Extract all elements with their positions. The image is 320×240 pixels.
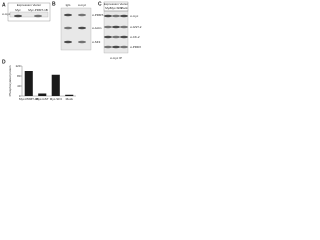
band bbox=[104, 45, 112, 49]
row-label: α-CK-2 bbox=[130, 35, 140, 39]
column-label: Myc-PRMT-1B bbox=[28, 8, 48, 12]
band bbox=[64, 40, 72, 44]
x-tick-label: Myc-PRMT-1B bbox=[19, 97, 39, 101]
bar bbox=[38, 93, 47, 96]
band bbox=[64, 26, 72, 30]
row-label: α-GST-2 bbox=[130, 25, 142, 29]
band bbox=[120, 45, 128, 49]
row-label: α-myc bbox=[2, 12, 11, 16]
row-label: α-PRDX bbox=[130, 45, 141, 49]
band bbox=[120, 35, 128, 39]
column-label: IgG bbox=[66, 3, 72, 7]
row-label: α-Actin bbox=[92, 26, 102, 30]
band bbox=[112, 14, 120, 18]
column-label: Mock bbox=[120, 6, 128, 10]
y-tick-label: 80 bbox=[17, 74, 21, 78]
y-tick-label: 0 bbox=[19, 94, 21, 98]
column-label: Myc-SF3 bbox=[110, 6, 122, 10]
row-label: α-SF3 bbox=[92, 40, 101, 44]
band bbox=[78, 40, 86, 44]
band bbox=[112, 35, 120, 39]
blot bbox=[9, 11, 49, 18]
band bbox=[14, 14, 22, 18]
y-axis-label: Phosphorylated protein bbox=[8, 65, 12, 96]
panel-letter: C bbox=[98, 1, 102, 7]
band bbox=[78, 13, 86, 17]
y-tick-label: 120 bbox=[15, 64, 20, 68]
band bbox=[112, 45, 120, 49]
bar bbox=[65, 94, 74, 96]
bar bbox=[51, 74, 60, 96]
header-box bbox=[7, 2, 51, 22]
panel-header: Expression Vector bbox=[104, 2, 128, 6]
column-label: α-myc bbox=[78, 3, 87, 7]
band bbox=[120, 14, 128, 18]
band bbox=[78, 26, 86, 30]
bar bbox=[24, 71, 33, 96]
panel-letter: D bbox=[2, 59, 6, 65]
y-tick-label: 40 bbox=[17, 84, 21, 88]
x-tick-label: Myc-SF3 bbox=[50, 97, 62, 101]
row-label: α-PRMT-1B bbox=[92, 13, 108, 17]
x-tick-label: Mock bbox=[66, 97, 74, 101]
band bbox=[104, 35, 112, 39]
row-label: α-myc bbox=[130, 14, 139, 18]
band bbox=[34, 14, 42, 18]
x-tick-label: Myc-GST bbox=[36, 97, 49, 101]
column-label: Myc bbox=[105, 6, 111, 10]
panel-letter: A bbox=[2, 2, 6, 8]
band bbox=[120, 25, 128, 29]
panel-header: Expression Vector bbox=[17, 3, 41, 7]
band bbox=[104, 25, 112, 29]
panel-letter: B bbox=[52, 1, 56, 7]
panel-footer: α-myc IP bbox=[110, 56, 122, 60]
band bbox=[104, 14, 112, 18]
header-box bbox=[103, 1, 129, 12]
column-label: Myc bbox=[15, 8, 21, 12]
band bbox=[64, 13, 72, 17]
band bbox=[112, 25, 120, 29]
